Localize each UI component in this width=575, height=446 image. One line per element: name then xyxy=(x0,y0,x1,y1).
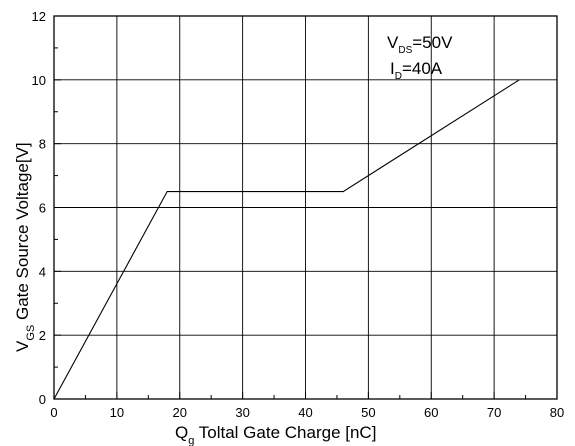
y-tick-label: 6 xyxy=(39,201,46,216)
x-tick-label: 20 xyxy=(173,405,187,420)
y-tick-label: 0 xyxy=(39,392,46,407)
annotation-vds: VDS=50V xyxy=(387,33,453,56)
x-tick-label: 10 xyxy=(110,405,124,420)
y-axis-title: VGS Gate Source Voltage[V] xyxy=(13,142,37,352)
x-tick-label: 30 xyxy=(235,405,249,420)
y-tick-label: 8 xyxy=(39,137,46,152)
x-tick-label: 40 xyxy=(298,405,312,420)
x-tick-label: 80 xyxy=(550,405,564,420)
y-tick-label: 10 xyxy=(32,73,46,88)
x-axis-title: Qg Toltal Gate Charge [nC] xyxy=(175,423,376,446)
tick-labels: 0 10 20 30 40 50 60 70 80 0 2 4 6 8 10 12 xyxy=(32,9,565,420)
y-tick-label: 2 xyxy=(39,328,46,343)
x-tick-label: 0 xyxy=(50,405,57,420)
y-tick-label: 4 xyxy=(39,264,46,279)
grid-lines xyxy=(54,16,557,399)
y-tick-label: 12 xyxy=(32,9,46,24)
annotation-id: ID=40A xyxy=(390,59,443,82)
x-tick-label: 70 xyxy=(487,405,501,420)
x-tick-label: 60 xyxy=(424,405,438,420)
x-tick-label: 50 xyxy=(361,405,375,420)
vgs-curve xyxy=(53,79,520,400)
axis-ticks xyxy=(53,15,558,400)
series-layer xyxy=(53,79,520,400)
